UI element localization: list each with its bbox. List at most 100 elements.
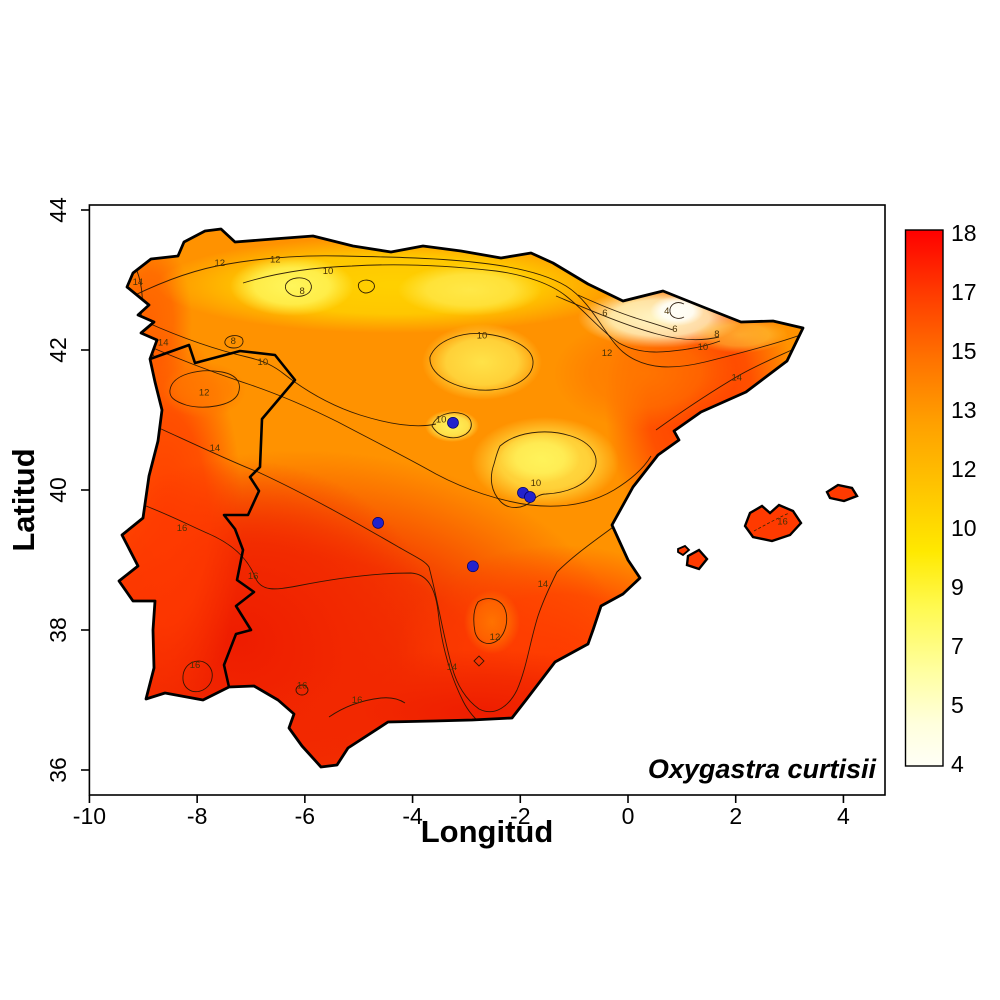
spain-portugal-border [149, 343, 297, 688]
contour-14-catalonia [655, 347, 797, 431]
colorbar-tick-label: 9 [951, 574, 964, 600]
contour-value-label: 10 [698, 342, 709, 353]
contour-value-label: 16 [177, 523, 188, 534]
colorbar [904, 229, 944, 767]
contour-value-label: 10 [436, 414, 447, 425]
island-menorca [825, 483, 859, 503]
contour-10-south-band [145, 321, 437, 427]
cool-spot-girona [692, 317, 788, 353]
contour-16-mallorca [753, 512, 790, 532]
colorbar-tick-label: 5 [951, 692, 964, 718]
balearic-islands [677, 483, 859, 571]
contour-6-pyrenees [577, 294, 674, 331]
contour-value-label: 12 [214, 258, 225, 269]
occurrence-points [372, 416, 536, 573]
contour-10-ring-guadarrama [431, 412, 472, 439]
x-tick-label: 0 [622, 803, 635, 829]
colorbar-tick-label: 10 [951, 515, 977, 541]
contour-12-ring-segura [473, 598, 508, 644]
contour-12-central [145, 344, 652, 507]
island-islet [677, 544, 691, 557]
y-tick-label: 38 [45, 617, 71, 643]
contour-value-label: 16 [777, 517, 788, 528]
contour-value-label: 14 [732, 372, 743, 383]
y-axis-title: Latitud [6, 448, 41, 551]
colorbar-tick-label: 15 [951, 338, 977, 364]
warm-zone-ebro [553, 319, 737, 429]
contour-value-label: 12 [602, 348, 613, 359]
colorbar-tick-label: 4 [951, 751, 964, 777]
iberia-coastline [117, 227, 805, 769]
occurrence-point [372, 517, 384, 529]
colorbar-labels: 18 17 15 13 12 10 9 7 5 4 [951, 220, 977, 777]
colorbar-tick-label: 12 [951, 456, 977, 482]
contour-value-label: 6 [602, 308, 607, 319]
colorbar-tick-label: 13 [951, 397, 977, 423]
colorbar-tick-label: 17 [951, 279, 977, 305]
contour-8-ring-picos [357, 279, 375, 294]
contour-16-south [145, 505, 486, 728]
y-tick-label: 40 [45, 477, 71, 503]
colorbar-tick-label: 18 [951, 220, 977, 246]
x-tick-label: -8 [187, 803, 207, 829]
contour-8-ring-leon [284, 277, 312, 297]
occurrence-point [447, 416, 459, 429]
contour-value-label: 12 [270, 255, 281, 266]
contour-value-label: 4 [664, 306, 669, 317]
contour-value-label: 16 [352, 695, 363, 706]
x-tick-label: -4 [402, 803, 423, 829]
x-tick-label: 4 [837, 803, 850, 829]
cool-patch-segura [464, 590, 520, 654]
x-tick-label: 2 [729, 803, 742, 829]
occurrence-point [467, 560, 479, 573]
contour-12-north [132, 255, 803, 368]
colorbar-tick-label: 7 [951, 633, 964, 659]
contour-value-label: 14 [158, 337, 169, 348]
contour-16-ring-donana [295, 684, 309, 696]
island-ibiza [685, 548, 709, 571]
contour-10-ring-soria [429, 333, 534, 391]
contour-value-label: 10 [477, 330, 488, 341]
contour-value-label: 16 [190, 660, 201, 671]
contour-16-ring-algarve [182, 660, 213, 693]
contour-value-label: 16 [248, 571, 259, 582]
y-tick-label: 44 [45, 197, 71, 223]
contour-value-label: 10 [323, 266, 334, 277]
contour-value-label: 6 [672, 324, 677, 335]
cool-patch-soria [422, 324, 542, 400]
cool-spot-leon [230, 256, 354, 316]
contour-4-ring-pyrenees [669, 302, 685, 319]
contour-12-ring-galicia [169, 370, 240, 408]
x-tick-label: -2 [510, 803, 530, 829]
contour-ring-tiny [473, 655, 485, 667]
y-tick-label: 36 [45, 757, 71, 783]
contour-value-label: 10 [258, 357, 269, 368]
colorbar-gradient [904, 229, 944, 767]
contour-value-label: 14 [210, 443, 221, 454]
species-annotation: Oxygastra curtisii [648, 754, 877, 784]
contour-value-label: 12 [490, 632, 501, 643]
contour-value-label: 16 [297, 680, 308, 691]
contour-value-label: 14 [538, 579, 549, 590]
contour-value-label: 8 [300, 286, 305, 297]
contour-value-label: 14 [447, 662, 458, 673]
x-axis-title: Longitud [421, 814, 554, 849]
cool-core-cuenca [500, 433, 580, 483]
y-tick-label: 42 [45, 337, 71, 363]
contour-10-north [242, 264, 721, 353]
contour-10-ring-cuenca [490, 431, 597, 508]
contour-8-ring-geres [224, 335, 244, 349]
contour-value-label: 14 [133, 277, 144, 288]
contour-8-pyrenees [555, 295, 720, 341]
contour-16-malaga [328, 697, 406, 718]
contour-value-label: 12 [199, 388, 210, 399]
contour-14-central [147, 422, 650, 713]
contour-value-label: 8 [714, 329, 719, 340]
contour-value-label: 10 [531, 478, 542, 489]
occurrence-point [524, 491, 536, 503]
cool-spot-cantabria [398, 264, 542, 316]
